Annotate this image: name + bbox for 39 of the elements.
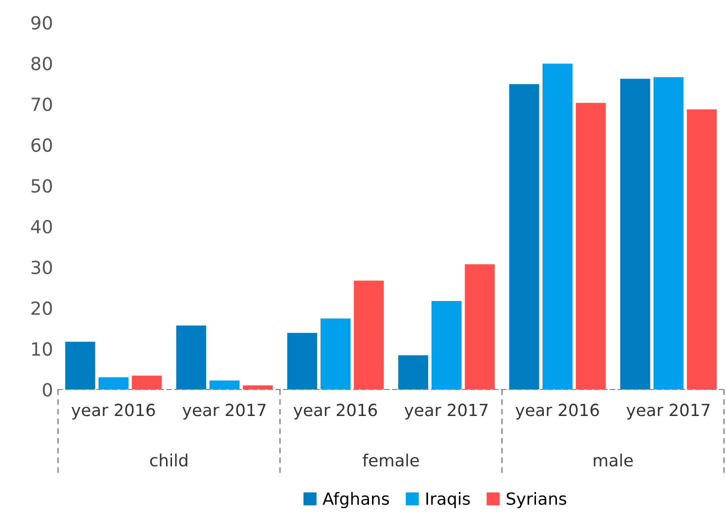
- x-tick-label: year 2017: [182, 404, 266, 420]
- legend-label: Iraqis: [426, 492, 470, 508]
- text: female: [362, 454, 419, 467]
- x-tick-label: year 2016: [72, 404, 155, 420]
- bar: [686, 109, 717, 390]
- bar: [620, 78, 650, 390]
- bar: [354, 280, 384, 390]
- bar: [132, 376, 162, 390]
- y-tick-label: 30: [32, 260, 52, 274]
- x-tick-label: year 2016: [516, 404, 599, 420]
- bar: [542, 64, 572, 390]
- y-tick-label: 70: [32, 98, 52, 112]
- bar: [98, 377, 128, 390]
- y-tick-label: 20: [31, 301, 52, 316]
- x-tick-label: year 2017: [626, 404, 710, 420]
- bar: [464, 264, 495, 390]
- bar: [432, 301, 462, 390]
- bar: [65, 342, 96, 390]
- y-tick-label: 0: [42, 382, 52, 397]
- y-tick-label: 60: [31, 138, 52, 152]
- y-tick-label: 80: [31, 56, 52, 70]
- bar: [176, 325, 206, 390]
- text: male: [594, 454, 633, 467]
- bar: [576, 102, 606, 390]
- x-tick-label: year 2016: [294, 404, 377, 420]
- bar: [654, 77, 684, 390]
- legend-label: Afghans: [322, 492, 389, 508]
- bar: [509, 84, 540, 390]
- bar: [210, 380, 240, 390]
- bar: [287, 332, 318, 390]
- x-tick-label: year 2017: [404, 404, 488, 420]
- legend-label: Syrians: [506, 492, 566, 508]
- y-tick-label: 90: [31, 16, 52, 30]
- bar: [320, 318, 350, 390]
- text: child: [150, 454, 188, 467]
- y-tick-label: 10: [32, 342, 52, 356]
- bar: [398, 355, 428, 390]
- y-tick-label: 50: [32, 179, 52, 193]
- y-tick-label: 40: [31, 220, 52, 234]
